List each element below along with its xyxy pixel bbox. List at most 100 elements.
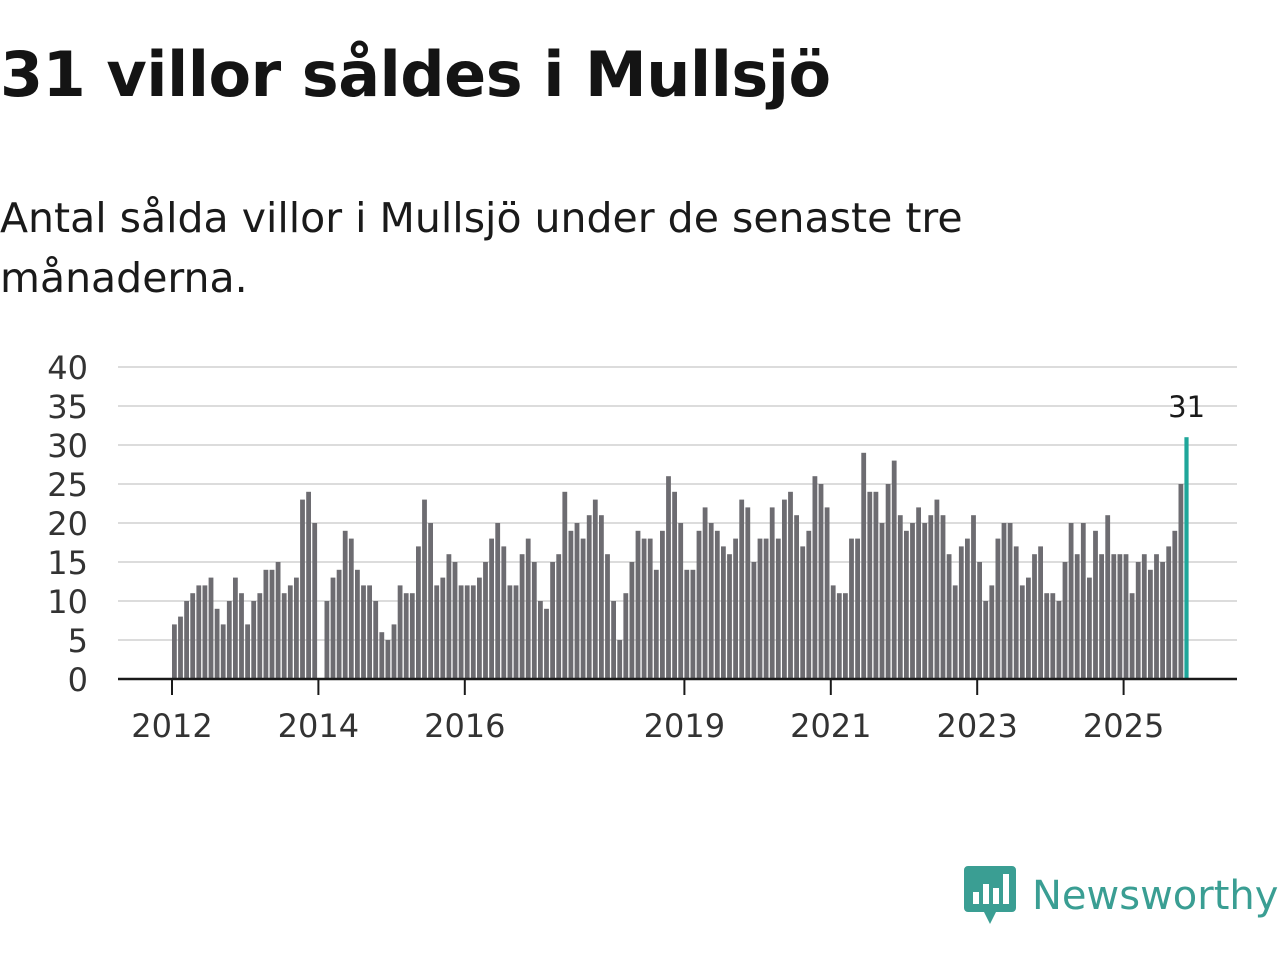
bar <box>855 538 860 679</box>
bar <box>245 624 250 679</box>
bar <box>1123 554 1129 679</box>
bar <box>946 554 952 679</box>
bar <box>794 515 799 679</box>
bar <box>897 515 903 679</box>
y-tick-label: 25 <box>47 466 88 504</box>
bar <box>275 562 281 679</box>
bar <box>348 538 354 679</box>
bar <box>1129 593 1135 679</box>
bar <box>409 593 415 679</box>
bar <box>775 538 781 679</box>
bar <box>782 499 787 679</box>
bar <box>525 538 531 679</box>
x-tick-label: 2019 <box>644 707 725 745</box>
bar <box>910 523 915 679</box>
bar <box>294 577 299 679</box>
y-tick-label: 5 <box>68 622 88 660</box>
bar <box>239 593 244 679</box>
bar <box>611 601 616 679</box>
bar <box>824 507 830 679</box>
bar <box>190 593 196 679</box>
bar <box>251 601 257 679</box>
bar <box>226 601 232 679</box>
bar <box>568 530 574 679</box>
bar <box>330 577 336 679</box>
bar <box>1087 577 1092 679</box>
bar <box>202 585 208 679</box>
bar <box>336 569 342 679</box>
bar <box>763 538 769 679</box>
bar <box>586 515 592 679</box>
bar <box>361 585 366 679</box>
bar <box>1032 554 1037 679</box>
bar <box>1007 523 1013 679</box>
bar <box>861 452 867 679</box>
bar <box>916 507 921 679</box>
bar <box>538 601 543 679</box>
bar <box>733 538 738 679</box>
bar <box>214 608 220 679</box>
bar <box>428 523 433 679</box>
bar <box>1093 530 1098 679</box>
y-tick-label: 35 <box>47 388 88 426</box>
bar <box>818 484 824 679</box>
bar <box>1038 546 1043 679</box>
bar <box>1160 562 1165 679</box>
bar <box>287 585 293 679</box>
bar <box>544 608 549 679</box>
bar <box>702 507 708 679</box>
bar <box>806 530 812 679</box>
bar <box>556 554 562 679</box>
bar <box>1001 523 1007 679</box>
bar <box>312 523 318 679</box>
bar <box>1026 577 1031 679</box>
bar <box>605 554 610 679</box>
bar <box>1050 593 1056 679</box>
bar <box>300 499 305 679</box>
bar <box>873 491 879 679</box>
x-tick-label: 2023 <box>936 707 1017 745</box>
bar <box>1166 546 1172 679</box>
bar <box>653 569 659 679</box>
bar <box>373 601 379 679</box>
bar <box>440 577 446 679</box>
last-value-label: 31 <box>1168 390 1205 424</box>
bar <box>257 593 263 679</box>
bar <box>281 593 287 679</box>
bar <box>501 546 507 679</box>
bar <box>885 484 891 679</box>
bar <box>1117 554 1123 679</box>
bar <box>635 530 641 679</box>
x-tick-label: 2014 <box>278 707 359 745</box>
x-tick-label: 2025 <box>1083 707 1164 745</box>
x-tick-label: 2016 <box>424 707 505 745</box>
bar <box>507 585 513 679</box>
bar <box>1172 530 1178 679</box>
bar <box>684 569 690 679</box>
bar <box>1099 554 1104 679</box>
bar <box>678 523 684 679</box>
bar <box>617 640 623 679</box>
bar <box>422 499 427 679</box>
bar <box>446 554 452 679</box>
bar <box>1044 593 1050 679</box>
y-tick-label: 0 <box>68 661 88 699</box>
bar <box>574 523 580 679</box>
bar <box>391 624 397 679</box>
bar <box>1178 484 1184 679</box>
bar <box>1141 554 1147 679</box>
bar <box>1074 554 1080 679</box>
newsworthy-logo: Newsworthy <box>964 866 1278 926</box>
bar <box>495 523 501 679</box>
bar <box>269 569 275 679</box>
bar <box>690 569 696 679</box>
bar <box>434 585 440 679</box>
bar <box>934 499 940 679</box>
bar <box>1013 546 1019 679</box>
bar <box>769 507 775 679</box>
bar <box>397 585 403 679</box>
bar <box>836 593 842 679</box>
bar <box>721 546 726 679</box>
bar <box>629 562 635 679</box>
y-tick-label: 20 <box>47 505 88 543</box>
